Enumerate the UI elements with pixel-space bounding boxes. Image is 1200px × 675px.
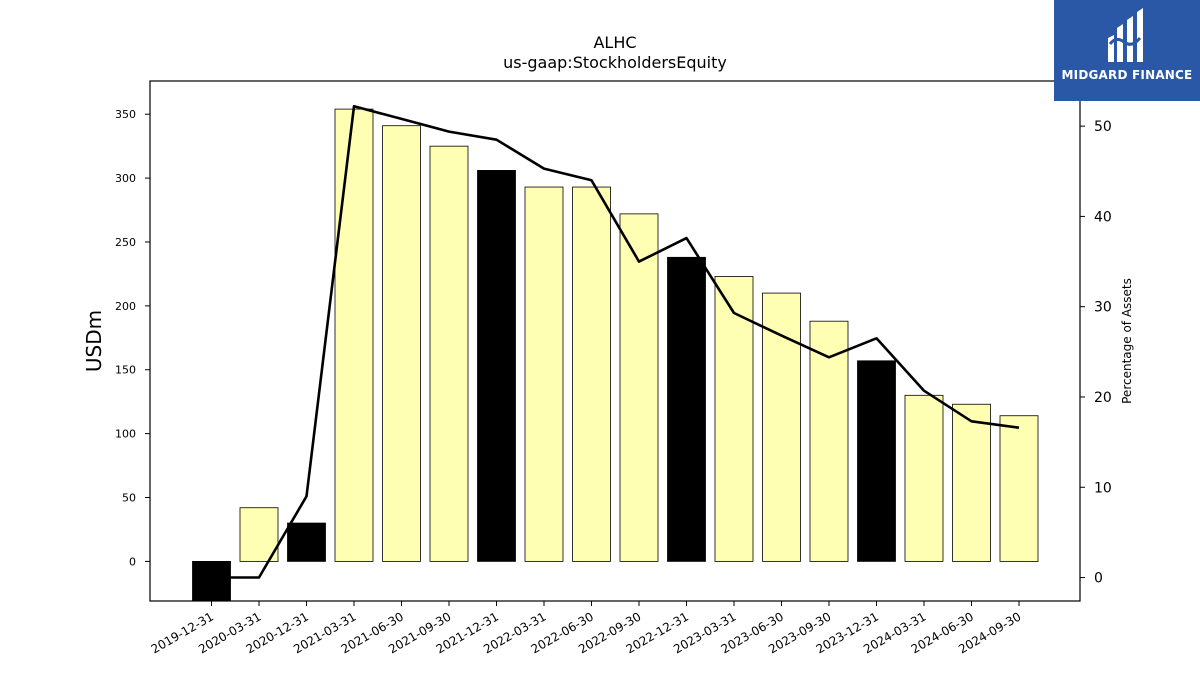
y-axis-label: USDm [82,310,106,372]
y2-tick-label: 50 [1094,119,1112,135]
bar [667,256,706,562]
bar [619,213,659,562]
bar [239,507,279,562]
bar [857,360,896,562]
bar [999,415,1039,562]
y2-tick-label: 40 [1094,209,1112,225]
y2-tick-label: 30 [1094,300,1112,316]
y-tick-label: 0 [129,555,136,568]
bar [192,560,231,602]
bar-series [192,108,1039,602]
left-y-axis: 0 50 100 150 200 250 300 350 [115,108,150,568]
y-tick-label: 350 [115,108,136,121]
bar [762,292,801,562]
right-y-axis: 0 10 20 30 40 50 [1080,119,1112,587]
bar [524,186,564,562]
y2-tick-label: 20 [1094,390,1112,406]
y-tick-label: 150 [115,364,136,377]
brand-name: MIDGARD FINANCE [1061,68,1193,82]
bar [287,522,326,562]
y-tick-label: 250 [115,236,136,249]
bar [904,394,944,562]
y-tick-label: 100 [115,428,136,441]
bar [429,145,469,562]
bar [334,108,374,562]
percentage-line-series [211,105,1020,579]
chart-title: ALHC [593,33,636,52]
chart-subtitle: us-gaap:StockholdersEquity [503,53,727,72]
y2-tick-label: 10 [1094,480,1112,496]
bar [382,125,421,562]
bar [952,403,991,562]
plot-area-frame [149,80,1081,602]
bar [809,320,849,562]
y2-axis-label: Percentage of Assets [1120,278,1134,404]
y-tick-label: 50 [122,492,136,505]
midgard-logo-icon [1108,8,1143,62]
y-tick-label: 200 [115,300,136,313]
y-tick-label: 300 [115,172,136,185]
bar [572,186,611,562]
bar [477,170,516,562]
brand-logo: MIDGARD FINANCE [1054,0,1200,101]
y2-tick-label: 0 [1094,571,1103,587]
bar [714,276,754,562]
x-axis: 2019-12-312020-03-312020-12-312021-03-31… [149,601,1024,656]
percentage-line [211,105,1020,579]
